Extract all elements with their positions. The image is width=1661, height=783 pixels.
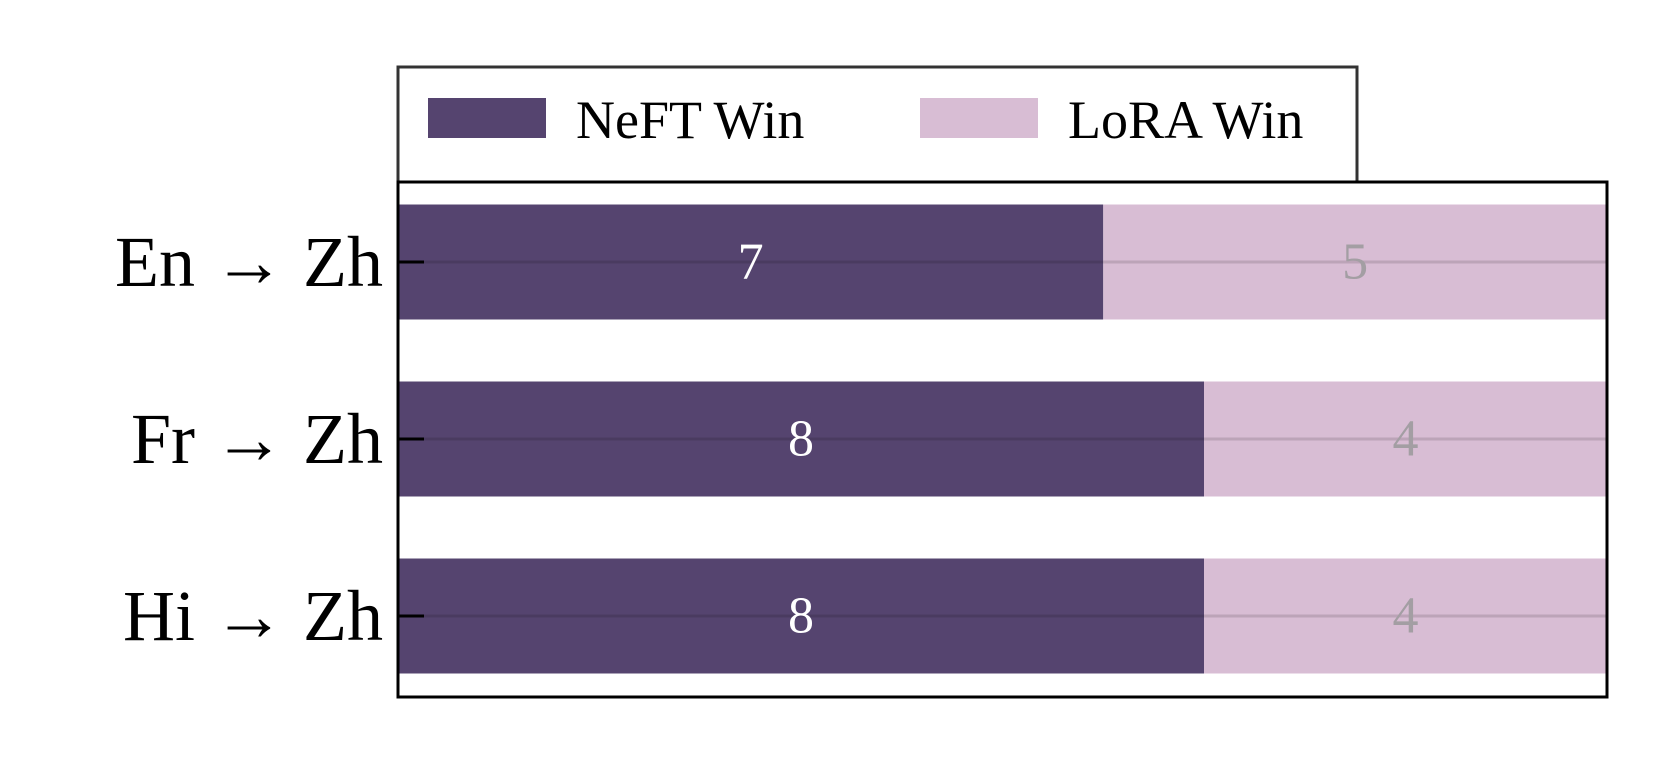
bar-value-label: 5 xyxy=(1342,234,1368,291)
bar-value-label: 4 xyxy=(1393,411,1419,468)
bar-value-label: 7 xyxy=(738,234,764,291)
bar-lora-0 xyxy=(1103,204,1607,320)
bar-neft-2 xyxy=(398,558,1204,674)
y-axis: En → Zh Fr → Zh Hi → Zh xyxy=(115,222,424,656)
bar-value-label: 8 xyxy=(788,411,814,468)
legend-box xyxy=(396,65,1359,184)
legend-label-neft: NeFT Win xyxy=(576,90,804,150)
bar-value-label: 8 xyxy=(788,588,814,645)
bar-lora-2 xyxy=(1204,558,1607,674)
y-tick-label: Hi → Zh xyxy=(123,576,383,656)
bar-labels: 7 5 8 4 8 4 xyxy=(738,234,1419,645)
legend-swatch-neft xyxy=(428,98,546,138)
y-tick-label: Fr → Zh xyxy=(131,399,383,479)
bar-neft-1 xyxy=(398,381,1204,497)
bar-lora-1 xyxy=(1204,381,1607,497)
bar-value-label: 4 xyxy=(1393,588,1419,645)
legend: NeFT Win LoRA Win xyxy=(396,65,1359,184)
gridlines xyxy=(398,260,1607,618)
legend-label-lora: LoRA Win xyxy=(1068,90,1303,150)
bar-neft-0 xyxy=(398,204,1104,320)
y-tick-label: En → Zh xyxy=(115,222,383,302)
bars xyxy=(398,204,1607,674)
legend-swatch-lora xyxy=(920,98,1038,138)
plot-frame xyxy=(396,180,1609,699)
